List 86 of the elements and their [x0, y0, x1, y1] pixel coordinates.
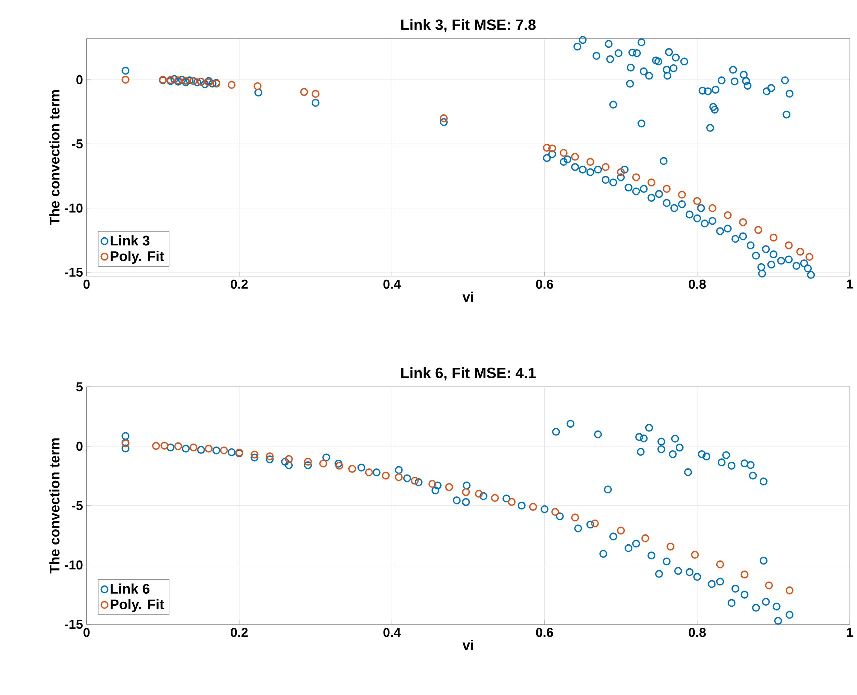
point	[571, 514, 580, 522]
x-tick-label: 1	[847, 280, 854, 289]
x-tick-label: 0	[84, 628, 90, 638]
point	[648, 178, 656, 186]
point	[250, 450, 259, 459]
point	[508, 498, 516, 506]
point	[285, 455, 294, 464]
point	[543, 144, 552, 152]
point	[266, 452, 274, 460]
point	[560, 148, 568, 157]
point	[724, 211, 732, 220]
point	[806, 252, 814, 261]
point	[739, 218, 748, 226]
point	[602, 163, 610, 171]
y-tick-label: -10	[65, 204, 83, 213]
point	[174, 442, 182, 450]
point	[796, 248, 804, 256]
x-tick-label: 0.8	[688, 280, 706, 289]
point	[586, 158, 595, 166]
point	[678, 190, 686, 199]
point	[411, 476, 419, 485]
point	[152, 442, 160, 450]
y-tick-label: -15	[65, 620, 83, 629]
y-axis-title: The convection term	[50, 438, 60, 574]
y-tick-label: -10	[65, 560, 83, 570]
point	[770, 234, 778, 242]
point	[348, 464, 356, 473]
point	[691, 550, 700, 559]
point	[228, 80, 236, 89]
point	[785, 241, 793, 250]
x-tick-label: 0	[84, 280, 90, 289]
point	[304, 458, 312, 466]
point	[642, 534, 650, 542]
point	[440, 114, 448, 122]
chart-title: Link 3, Fit MSE: 7.8	[402, 19, 536, 32]
legend-label: Poly. Fit	[110, 250, 164, 264]
x-tick-label: 0.4	[384, 628, 402, 638]
x-axis-title: vi	[462, 640, 474, 650]
point	[632, 173, 640, 182]
point	[312, 90, 320, 98]
x-tick-label: 0.2	[231, 628, 248, 638]
point	[716, 560, 724, 568]
legend-label: Link 6	[110, 584, 150, 594]
x-tick-label: 0.6	[536, 280, 554, 289]
x-tick-label: 0.4	[384, 280, 402, 289]
point	[204, 444, 213, 453]
x-axis-title: vi	[462, 292, 474, 302]
legend-label: Poly. Fit	[110, 599, 164, 612]
y-tick-label: -5	[72, 139, 83, 148]
point	[765, 581, 774, 590]
point	[462, 488, 470, 496]
y-tick-label: 5	[76, 382, 83, 392]
point	[122, 76, 130, 84]
point	[694, 197, 702, 206]
point	[617, 526, 626, 535]
point	[220, 446, 228, 454]
point	[666, 542, 675, 551]
x-tick-label: 1	[847, 628, 854, 637]
x-tick-label: 0.8	[688, 628, 706, 638]
y-tick-label: 0	[76, 442, 83, 451]
point	[754, 226, 762, 234]
point	[786, 586, 794, 594]
point	[491, 494, 500, 502]
chart-title: Link 6, Fit MSE: 4.1	[402, 367, 536, 380]
point	[382, 472, 390, 480]
point	[740, 570, 749, 578]
point	[445, 483, 454, 492]
point	[365, 468, 374, 476]
point	[319, 460, 328, 468]
y-tick-label: -5	[72, 501, 83, 510]
x-tick-label: 0.2	[231, 280, 248, 289]
point	[529, 502, 538, 511]
point	[254, 82, 262, 90]
point	[160, 442, 169, 450]
y-tick-label: 0	[76, 75, 83, 84]
point	[300, 88, 308, 96]
point	[571, 152, 580, 161]
y-axis-title: The convection term	[50, 90, 60, 226]
point	[552, 508, 560, 516]
point	[190, 444, 198, 452]
point	[395, 473, 403, 482]
legend-label: Link 3	[110, 235, 150, 246]
point	[708, 204, 717, 212]
point	[662, 184, 671, 193]
y-tick-label: -15	[65, 268, 83, 277]
x-tick-label: 0.6	[536, 628, 554, 638]
